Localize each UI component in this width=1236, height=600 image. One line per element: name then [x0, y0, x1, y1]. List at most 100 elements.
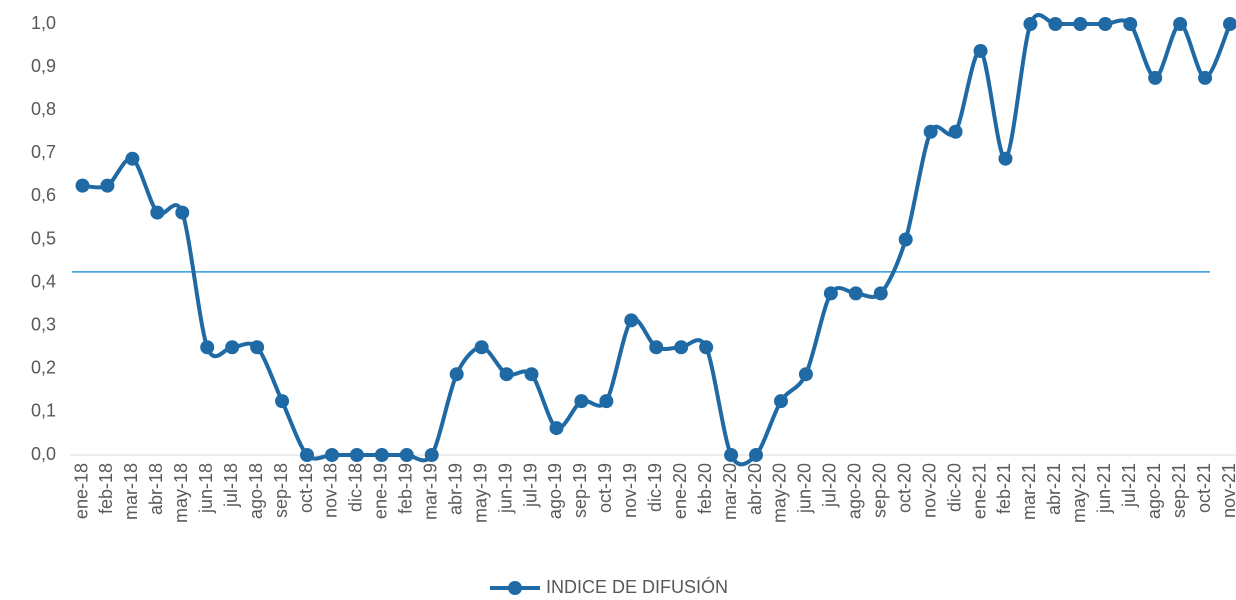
x-tick-label: sep-21 [1169, 463, 1189, 518]
x-tick-label: ene-21 [969, 463, 989, 519]
x-tick-label: nov-19 [620, 463, 640, 518]
x-tick-label: dic-20 [944, 463, 964, 512]
point [250, 340, 265, 355]
point [923, 124, 938, 139]
point [823, 286, 838, 301]
point [300, 448, 315, 462]
x-tick-label: mar-20 [720, 463, 740, 520]
y-tick-label: 0,1 [31, 401, 56, 421]
x-tick-label: feb-19 [396, 463, 416, 514]
x-tick-label: jun-20 [795, 463, 815, 514]
x-tick-label: dic-18 [346, 463, 366, 512]
y-tick-label: 0,3 [31, 314, 56, 334]
x-tick-label: may-19 [470, 463, 490, 523]
x-tick-label: oct-20 [894, 463, 914, 513]
x-tick-label: may-18 [171, 463, 191, 523]
x-tick-label: ago-18 [246, 463, 266, 519]
point [275, 394, 290, 409]
point [150, 205, 165, 220]
x-tick-label: abr-21 [1044, 463, 1064, 515]
x-tick-label: jul-18 [221, 463, 241, 508]
x-tick-label: ago-20 [845, 463, 865, 519]
x-tick-label: nov-21 [1219, 463, 1236, 518]
y-tick-label: 0,4 [31, 271, 56, 291]
y-tick-label: 0,0 [31, 444, 56, 464]
point [998, 151, 1013, 166]
point [898, 232, 913, 247]
x-tick-label: feb-18 [96, 463, 116, 514]
x-tick-label: jun-21 [1094, 463, 1114, 514]
y-tick-label: 0,5 [31, 228, 56, 248]
x-tick-label: may-21 [1069, 463, 1089, 523]
x-tick-label: feb-21 [994, 463, 1014, 514]
x-tick-label: jul-20 [820, 463, 840, 508]
point [699, 340, 714, 355]
y-tick-label: 0,2 [31, 358, 56, 378]
point [1073, 17, 1088, 31]
point [798, 367, 813, 382]
point [749, 448, 764, 462]
x-tick-label: mar-18 [121, 463, 141, 520]
x-tick-label: oct-21 [1194, 463, 1214, 513]
point [424, 448, 439, 462]
x-tick-label: oct-19 [595, 463, 615, 513]
x-tick-label: jul-19 [520, 463, 540, 508]
y-tick-label: 0,6 [31, 185, 56, 205]
point [324, 448, 339, 462]
x-tick-label: feb-20 [695, 463, 715, 514]
point [649, 340, 664, 355]
point [474, 340, 489, 355]
point [1048, 17, 1063, 31]
point [848, 286, 863, 301]
x-tick-label: jul-21 [1119, 463, 1139, 508]
point [449, 367, 464, 382]
point [1123, 17, 1138, 31]
x-tick-label: ene-19 [371, 463, 391, 519]
point [225, 340, 240, 355]
y-tick-label: 0,7 [31, 142, 56, 162]
point [175, 205, 190, 220]
series-line [82, 13, 1232, 467]
point [1023, 17, 1038, 31]
point [1223, 17, 1236, 31]
x-tick-label: ene-18 [71, 463, 91, 519]
y-tick-label: 0,8 [31, 99, 56, 119]
point [873, 286, 888, 301]
point [499, 367, 514, 382]
x-tick-label: dic-19 [645, 463, 665, 512]
point [1098, 17, 1113, 31]
point [674, 340, 689, 355]
point [200, 340, 215, 355]
x-tick-label: ago-21 [1144, 463, 1164, 519]
x-tick-label: may-20 [770, 463, 790, 523]
x-tick-label: sep-19 [570, 463, 590, 518]
x-tick-label: ago-19 [545, 463, 565, 519]
legend-label: INDICE DE DIFUSIÓN [546, 576, 728, 597]
x-tick-label: abr-18 [146, 463, 166, 515]
x-tick-label: ene-20 [670, 463, 690, 519]
point [125, 151, 140, 166]
point [1148, 70, 1163, 85]
point [100, 178, 115, 193]
legend-marker [508, 581, 522, 595]
x-tick-label: abr-20 [745, 463, 765, 515]
point [773, 394, 788, 409]
x-tick-label: mar-19 [420, 463, 440, 520]
point [349, 448, 364, 462]
y-tick-label: 1,0 [31, 13, 56, 33]
point [624, 313, 639, 328]
point [1198, 70, 1213, 85]
x-tick-label: mar-21 [1019, 463, 1039, 520]
x-tick-label: sep-20 [870, 463, 890, 518]
point [549, 421, 564, 436]
point [524, 367, 539, 382]
x-tick-label: nov-18 [321, 463, 341, 518]
point [599, 394, 614, 409]
x-tick-label: abr-19 [445, 463, 465, 515]
point [75, 178, 90, 193]
point [399, 448, 414, 462]
x-tick-label: sep-18 [271, 463, 291, 518]
y-tick-label: 0,9 [31, 56, 56, 76]
point [574, 394, 589, 409]
